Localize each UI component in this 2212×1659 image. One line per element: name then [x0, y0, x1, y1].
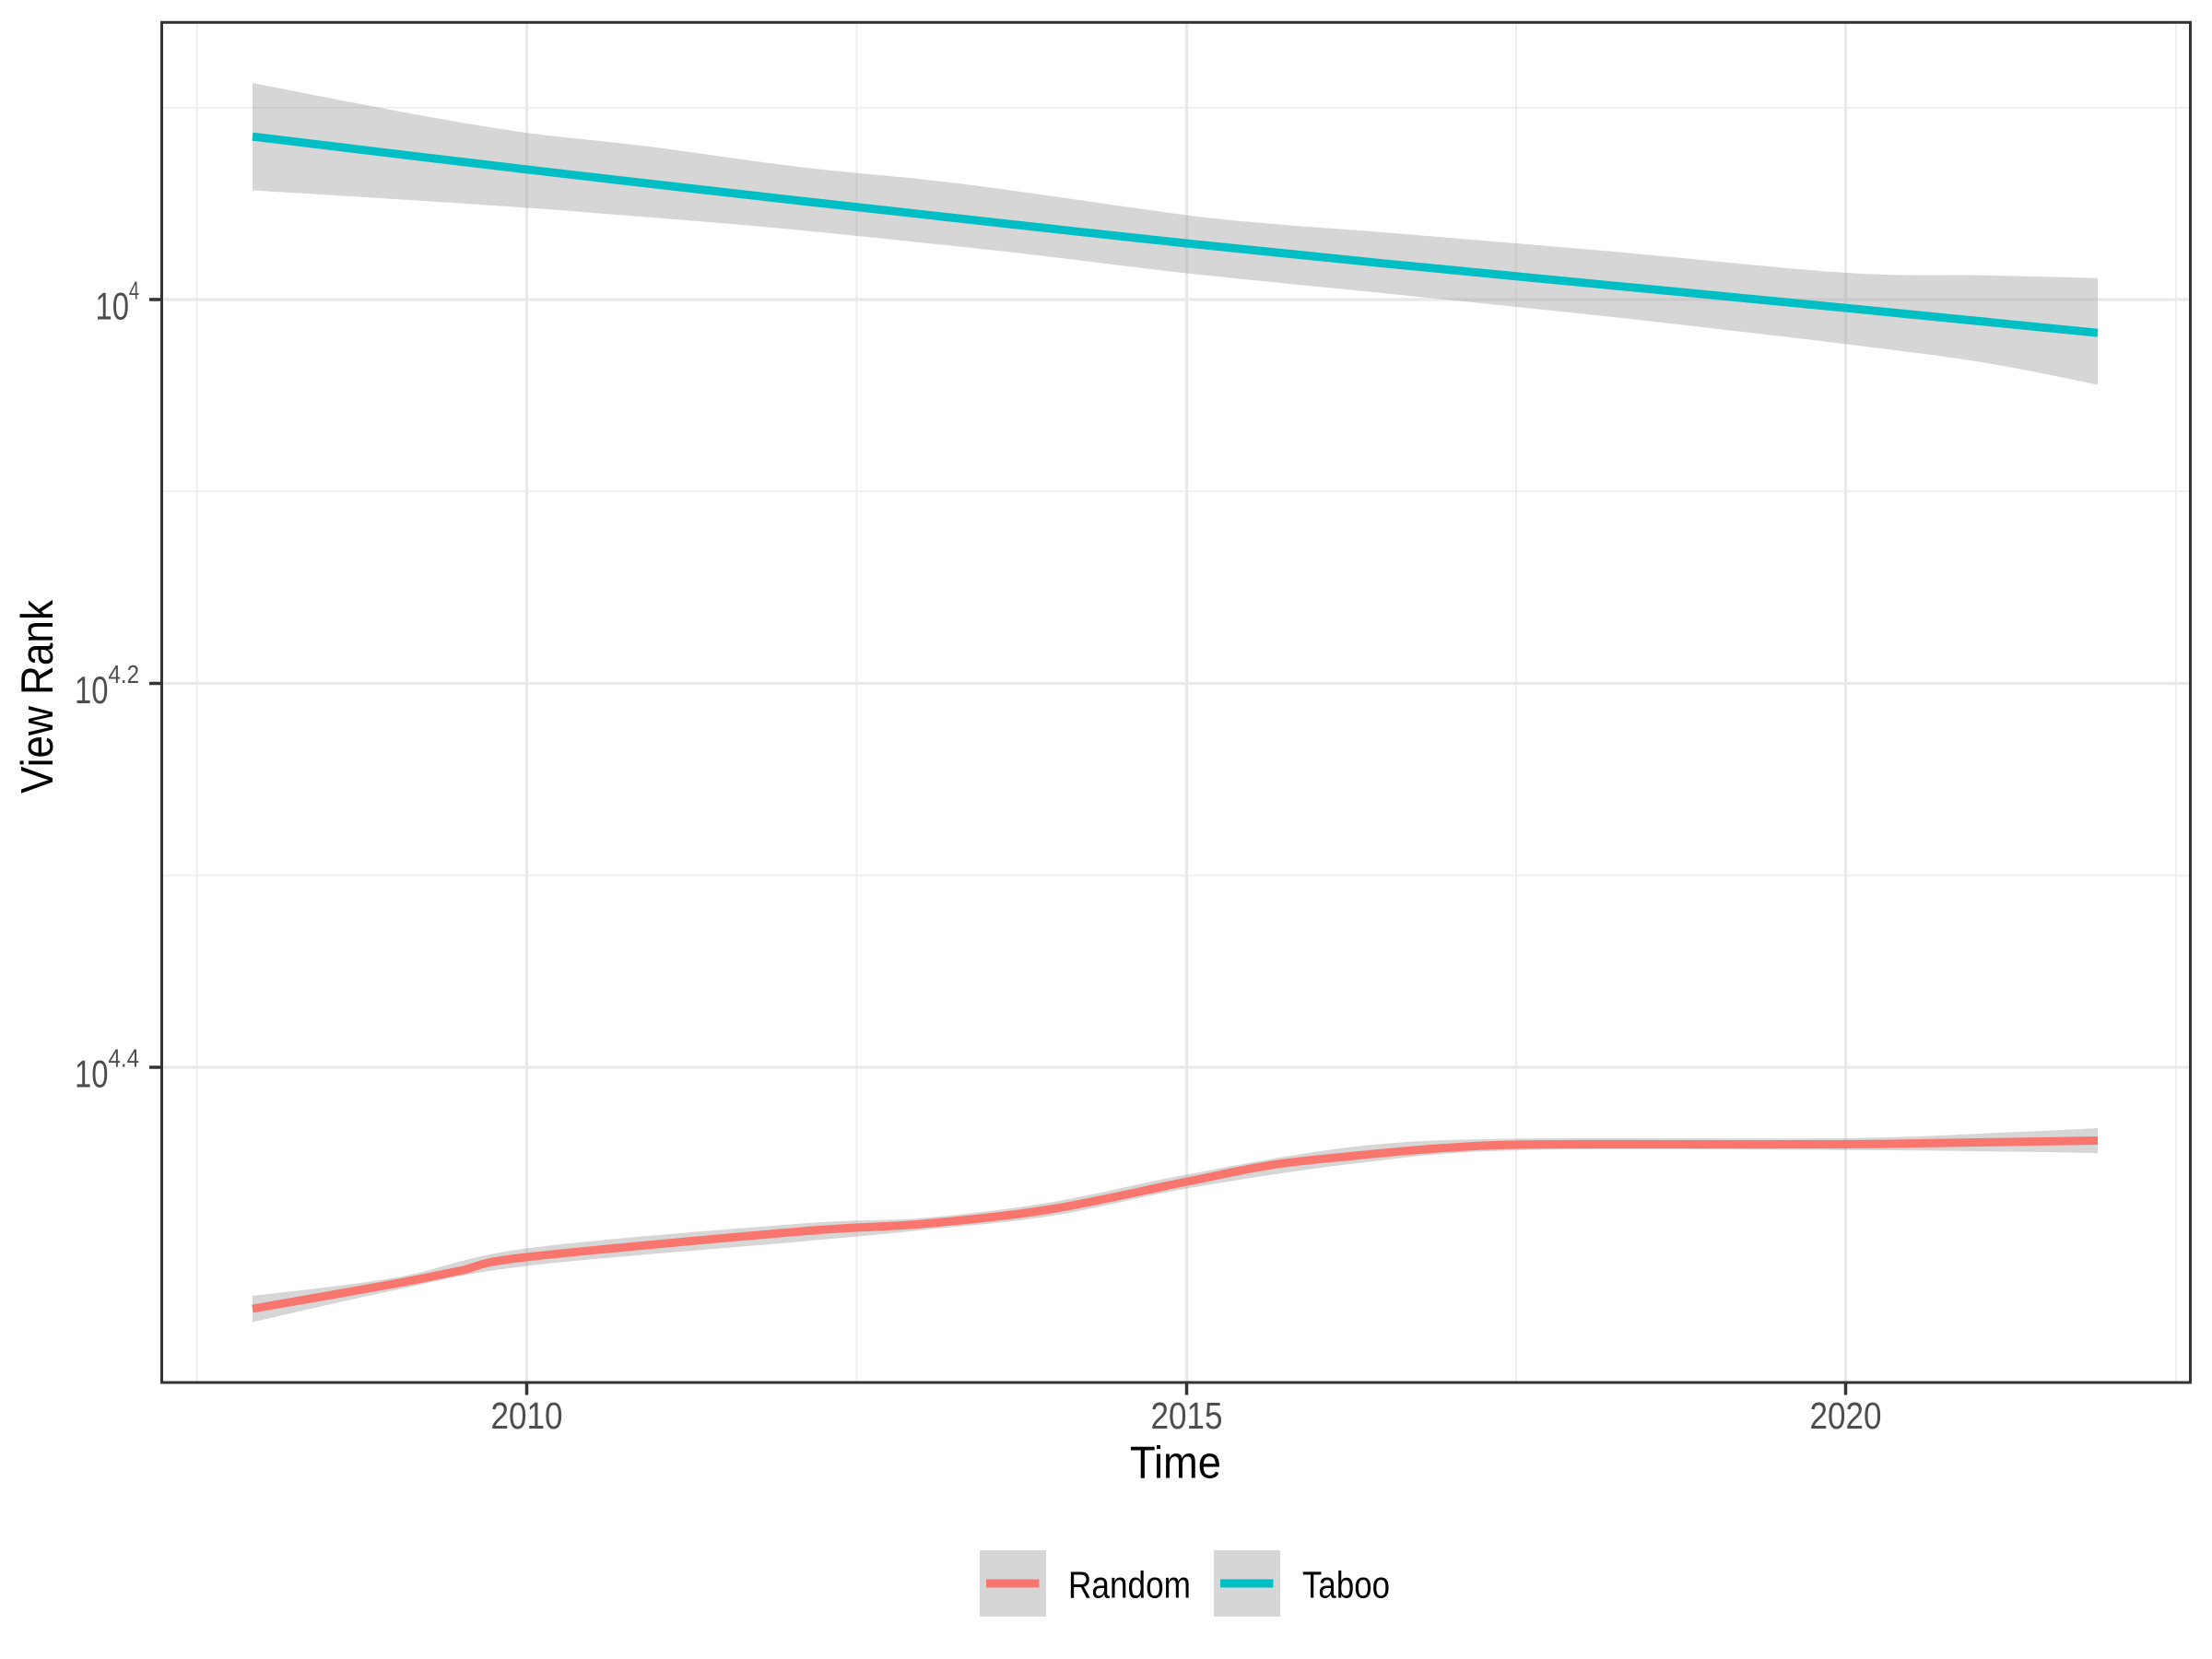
- svg-text:2010: 2010: [491, 1394, 563, 1437]
- svg-text:Random: Random: [1068, 1564, 1191, 1606]
- svg-text:2015: 2015: [1151, 1394, 1223, 1437]
- svg-text:2020: 2020: [1810, 1394, 1882, 1437]
- svg-text:104.4: 104.4: [75, 1044, 139, 1096]
- svg-text:104: 104: [96, 276, 140, 328]
- svg-text:View Rank: View Rank: [13, 600, 63, 794]
- svg-text:Time: Time: [1130, 1439, 1221, 1488]
- svg-text:Taboo: Taboo: [1302, 1564, 1390, 1606]
- svg-text:104.2: 104.2: [75, 660, 139, 712]
